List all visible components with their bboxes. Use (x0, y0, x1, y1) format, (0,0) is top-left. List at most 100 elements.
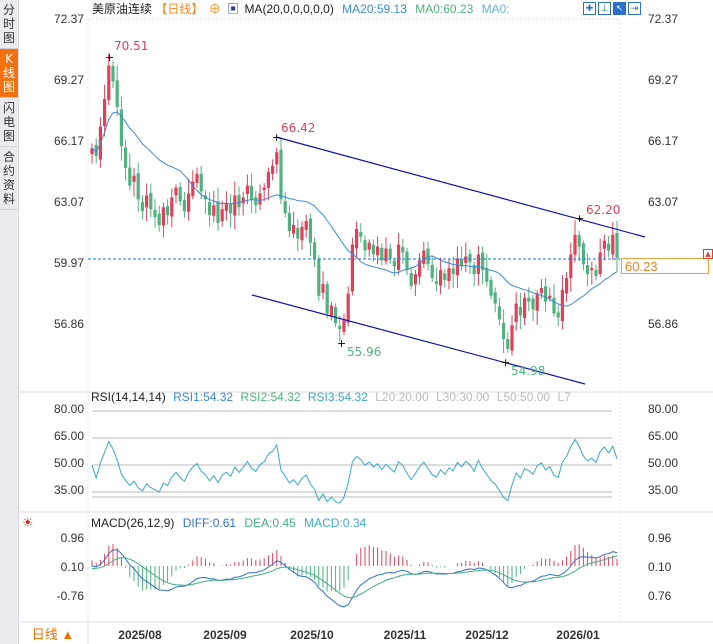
candle-body (371, 244, 375, 255)
extreme-price-label: 66.42 (281, 121, 315, 135)
macd-settings-icon[interactable]: ☀ (22, 516, 34, 531)
candle (506, 332, 510, 353)
macd-tick-right: 0.10 (648, 560, 672, 574)
macd-diff: DIFF:0.61 (183, 516, 237, 530)
candle-body (191, 181, 195, 197)
crosshair-icon[interactable]: ✚ (583, 2, 596, 15)
cursor-mode-icon[interactable]: ↖ (613, 2, 626, 15)
candle (590, 261, 594, 285)
candle (565, 271, 569, 303)
candle-body (279, 149, 283, 200)
sidebar: 分时图 K线图 闪电图 合约资料 (0, 0, 19, 644)
candle (468, 249, 472, 274)
candle (191, 170, 195, 200)
candle-body (573, 234, 577, 255)
candle (241, 191, 245, 216)
candle-body (455, 258, 459, 276)
candle (510, 315, 514, 356)
candle (451, 256, 455, 289)
candle (250, 173, 254, 214)
candle-body (594, 270, 598, 277)
rsi-tick-right: 50.00 (648, 456, 678, 470)
candle-body (346, 293, 350, 323)
tab-timeshare[interactable]: 分时图 (0, 0, 18, 49)
fit-range-icon[interactable]: ⊥ (598, 2, 611, 15)
tab-kline[interactable]: K线图 (0, 49, 18, 98)
candle (103, 84, 107, 137)
price-tick-left: 63.07 (54, 195, 84, 209)
candle-body (304, 221, 308, 230)
candle (598, 238, 602, 277)
candle (523, 292, 527, 326)
candle-body (359, 232, 363, 237)
candle (422, 241, 426, 268)
candle-body (447, 268, 451, 281)
candle-body (439, 270, 443, 286)
candle-body (275, 152, 279, 165)
candle (178, 182, 182, 206)
ma-label: MA(20,0,0,0,0,0) (244, 2, 333, 16)
add-icon[interactable]: ⊕ (209, 2, 221, 16)
candle (413, 270, 417, 297)
candle (161, 202, 165, 238)
candle-body (590, 268, 594, 271)
price-tick-left: 59.97 (54, 256, 84, 270)
candle (199, 165, 203, 200)
candle (94, 138, 98, 164)
candle-body (430, 264, 434, 279)
candle (397, 233, 401, 275)
tab-flash[interactable]: 闪电图 (0, 98, 18, 147)
candle-body (535, 293, 539, 311)
candle-body (350, 244, 354, 292)
candle (237, 186, 241, 216)
candle-body (342, 319, 346, 332)
candle (544, 277, 548, 313)
upper-trendline[interactable] (275, 136, 646, 238)
price-tick-right: 63.07 (648, 195, 678, 209)
candle-body (283, 201, 287, 214)
candle (107, 52, 111, 105)
candle (124, 139, 128, 181)
candle-body (464, 256, 468, 263)
period-selector[interactable]: 日线 ▲ (31, 627, 75, 642)
rsi-tick-left: 35.00 (54, 483, 84, 497)
candle-body (481, 252, 485, 271)
exit-icon[interactable]: ⇥ (628, 2, 641, 15)
candle (405, 247, 409, 276)
candle-body (241, 197, 245, 204)
candle (581, 240, 585, 271)
extreme-price-label: 62.20 (586, 203, 620, 217)
price-tick-left: 66.17 (54, 134, 84, 148)
candle (275, 147, 279, 174)
tab-contract-info[interactable]: 合约资料 (0, 147, 18, 210)
candle (220, 200, 224, 227)
candle (279, 137, 283, 205)
price-tick-right: 69.27 (648, 73, 678, 87)
candle-body (174, 187, 178, 196)
candle-body (229, 203, 233, 214)
candle (577, 230, 581, 262)
candle-body (405, 251, 409, 271)
candle-body (556, 312, 560, 318)
candle-body (397, 244, 401, 270)
candle (342, 313, 346, 335)
candle-body (292, 224, 296, 234)
candle-body (506, 339, 510, 349)
candle-body (208, 202, 212, 216)
candle-body (384, 248, 388, 262)
alert-icon[interactable]: ▲ (703, 249, 713, 259)
candle (497, 297, 501, 326)
lower-trendline[interactable] (251, 294, 586, 385)
indicator-icon[interactable]: ▣ (227, 2, 239, 16)
candle-body (523, 297, 527, 319)
dea-line (91, 555, 618, 599)
candle-body (518, 306, 522, 316)
candle (292, 211, 296, 238)
candle (447, 259, 451, 290)
extreme-price-label: 55.96 (347, 345, 381, 359)
candle (552, 284, 556, 317)
candle-body (325, 284, 329, 314)
candle-body (136, 173, 140, 200)
candle (229, 193, 233, 228)
